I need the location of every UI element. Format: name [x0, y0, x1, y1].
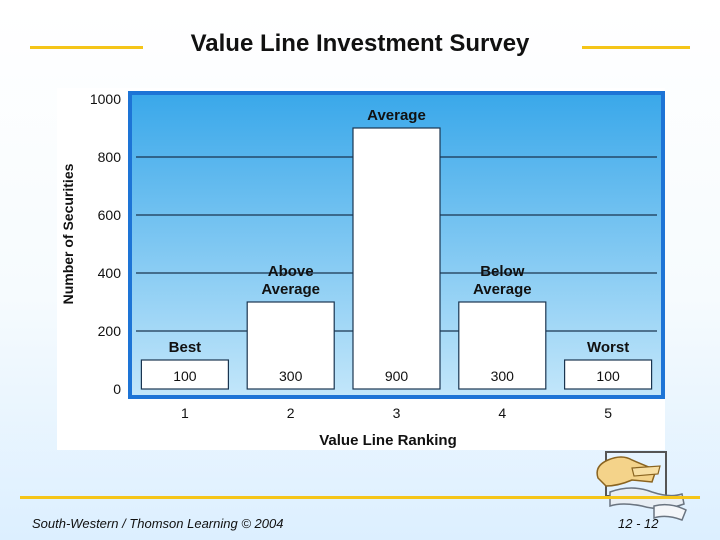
- bar: [246, 301, 335, 390]
- slide-title: Value Line Investment Survey: [190, 30, 530, 57]
- footer-credit: South-Western / Thomson Learning © 2004: [32, 516, 284, 531]
- x-axis-label: Value Line Ranking: [319, 432, 457, 449]
- bar: [140, 359, 229, 390]
- x-tick-label: 5: [604, 405, 612, 421]
- bar: [563, 359, 653, 390]
- title-accent-line-left: [30, 46, 143, 49]
- x-tick-label: 2: [287, 405, 295, 421]
- slide-number: 12 - 12: [618, 516, 659, 531]
- y-tick-label: 200: [98, 323, 122, 339]
- bar: [458, 301, 547, 390]
- x-tick-label: 3: [393, 405, 401, 421]
- title-accent-line-right: [582, 46, 690, 49]
- y-tick-label: 0: [113, 381, 121, 397]
- y-axis-label: Number of Securities: [60, 163, 76, 304]
- y-tick-label: 1000: [90, 91, 121, 107]
- bar-value-label: 100: [596, 368, 620, 384]
- y-tick-label: 600: [98, 207, 122, 223]
- bar-category-label: Average: [367, 107, 426, 124]
- bar-category-label: Above: [268, 263, 314, 280]
- bar-category-label: Worst: [587, 339, 629, 356]
- plot-frame: [128, 91, 665, 399]
- footer-accent-line: [20, 496, 700, 499]
- y-tick-label: 800: [98, 149, 122, 165]
- bar: [352, 127, 441, 390]
- bar-value-label: 300: [279, 368, 303, 384]
- bar-category-label: Below: [480, 263, 525, 280]
- bar-value-label: 300: [491, 368, 515, 384]
- bar-category-label: Average: [473, 281, 532, 298]
- bar-value-label: 900: [385, 368, 409, 384]
- x-tick-label: 1: [181, 405, 189, 421]
- y-tick-label: 400: [98, 265, 122, 281]
- x-tick-label: 4: [498, 405, 506, 421]
- bar-category-label: Best: [169, 339, 202, 356]
- bar-value-label: 100: [173, 368, 197, 384]
- bar-category-label: Average: [261, 281, 320, 298]
